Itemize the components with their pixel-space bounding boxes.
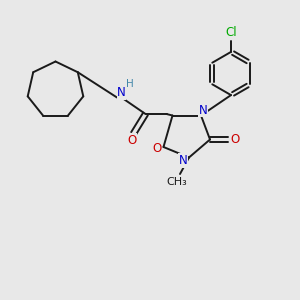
Text: Cl: Cl	[225, 26, 237, 40]
Text: H: H	[126, 79, 134, 89]
Text: O: O	[128, 134, 136, 147]
Text: O: O	[230, 133, 239, 146]
Text: O: O	[152, 142, 161, 155]
Text: CH₃: CH₃	[167, 177, 188, 188]
Text: N: N	[117, 86, 126, 100]
Text: N: N	[199, 103, 208, 117]
Text: N: N	[178, 154, 188, 167]
